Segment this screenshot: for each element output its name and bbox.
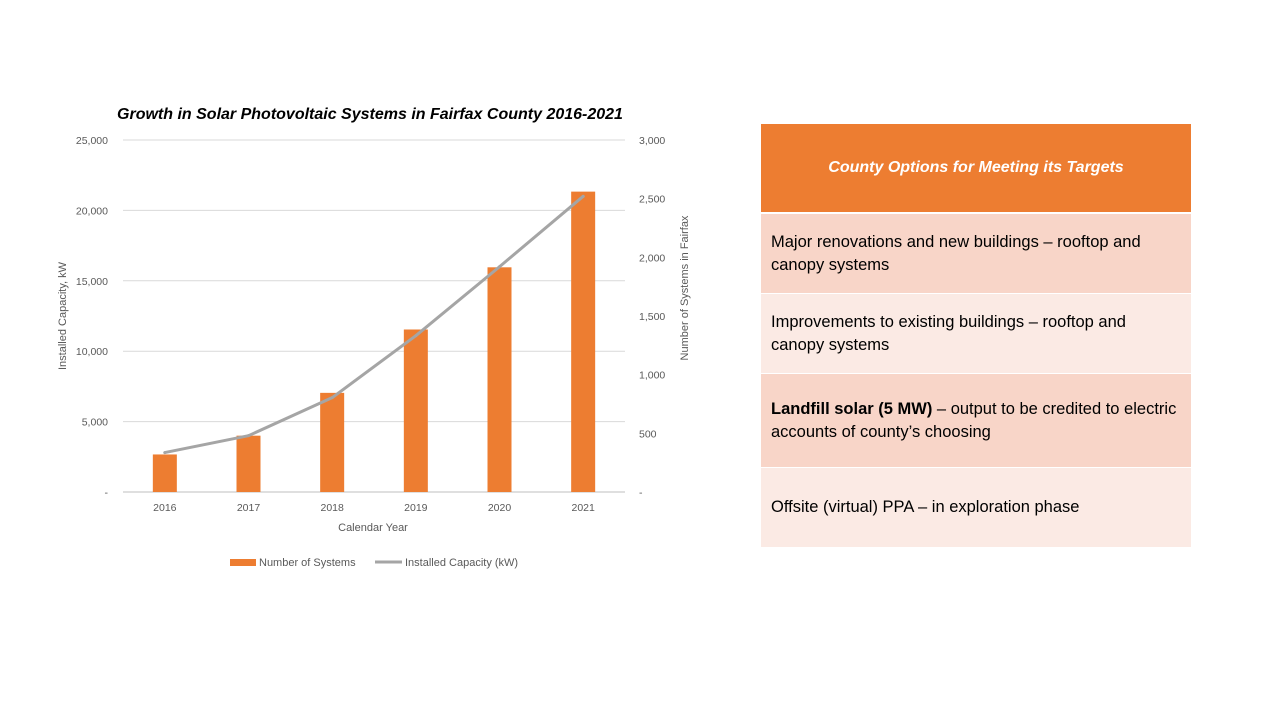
left-tick-label: 25,000 bbox=[76, 135, 108, 147]
right-tick-label: 2,000 bbox=[639, 252, 665, 264]
option-text: Major renovations and new buildings – ro… bbox=[771, 232, 1141, 274]
legend-label-line: Installed Capacity (kW) bbox=[405, 557, 518, 569]
x-axis-label: Calendar Year bbox=[338, 522, 408, 534]
capacity-point bbox=[163, 451, 167, 455]
capacity-point bbox=[247, 434, 250, 438]
bars bbox=[152, 191, 596, 493]
left-tick-label: - bbox=[105, 487, 109, 499]
x-tick-label: 2017 bbox=[237, 502, 261, 514]
bar bbox=[320, 392, 345, 492]
right-tick-label: 1,500 bbox=[639, 311, 665, 323]
right-tick-label: 2,500 bbox=[639, 194, 665, 206]
bar bbox=[236, 435, 261, 492]
option-row: Major renovations and new buildings – ro… bbox=[761, 214, 1191, 294]
county-options-table: County Options for Meeting its Targets M… bbox=[761, 124, 1191, 548]
capacity-point bbox=[581, 194, 585, 198]
capacity-line bbox=[163, 194, 585, 455]
legend: Number of Systems Installed Capacity (kW… bbox=[230, 557, 518, 569]
left-tick-label: 20,000 bbox=[76, 205, 108, 217]
x-axis-ticks: 2016 2017 2018 2019 2020 2021 bbox=[153, 502, 595, 514]
legend-label-bars: Number of Systems bbox=[259, 557, 356, 569]
capacity-point bbox=[498, 265, 501, 269]
chart-title: Growth in Solar Photovoltaic Systems in … bbox=[117, 106, 623, 123]
option-bold-text: Landfill solar (5 MW) bbox=[771, 399, 933, 418]
right-tick-label: 500 bbox=[639, 428, 657, 440]
x-tick-label: 2019 bbox=[404, 502, 428, 514]
option-text: Improvements to existing buildings – roo… bbox=[771, 312, 1126, 354]
solar-growth-chart: Growth in Solar Photovoltaic Systems in … bbox=[57, 106, 691, 569]
option-text: – output to be credited to electric acco… bbox=[771, 399, 1177, 441]
left-tick-label: 5,000 bbox=[82, 417, 108, 429]
x-tick-label: 2016 bbox=[153, 502, 177, 514]
capacity-point bbox=[330, 396, 334, 400]
bar bbox=[487, 267, 512, 492]
capacity-point bbox=[414, 334, 418, 338]
x-tick-label: 2021 bbox=[571, 502, 595, 514]
right-tick-label: 3,000 bbox=[639, 135, 665, 147]
option-text: Offsite (virtual) PPA – in exploration p… bbox=[771, 498, 1080, 516]
option-row: Improvements to existing buildings – roo… bbox=[761, 294, 1191, 374]
left-axis-ticks: - 5,000 10,000 15,000 20,000 25,000 bbox=[76, 135, 109, 499]
options-header: County Options for Meeting its Targets bbox=[761, 124, 1191, 214]
legend-swatch-bars bbox=[230, 559, 256, 566]
right-tick-label: 1,000 bbox=[639, 370, 665, 382]
x-tick-label: 2018 bbox=[320, 502, 344, 514]
left-tick-label: 15,000 bbox=[76, 276, 108, 288]
capacity-line-layer bbox=[163, 194, 585, 455]
y-axis-label-left: Installed Capacity, kW bbox=[57, 261, 69, 370]
right-axis-ticks: - 500 1,000 1,500 2,000 2,500 3,000 bbox=[639, 135, 665, 499]
left-tick-label: 10,000 bbox=[76, 346, 108, 358]
option-row: Offsite (virtual) PPA – in exploration p… bbox=[761, 468, 1191, 548]
y-axis-label-right: Number of Systems in Fairfax bbox=[679, 215, 691, 360]
x-tick-label: 2020 bbox=[488, 502, 512, 514]
gridlines bbox=[123, 139, 625, 493]
bar bbox=[571, 191, 596, 493]
bar bbox=[403, 329, 428, 492]
bar bbox=[152, 454, 177, 492]
option-row: Landfill solar (5 MW) – output to be cre… bbox=[761, 374, 1191, 468]
right-tick-label: - bbox=[639, 487, 643, 499]
